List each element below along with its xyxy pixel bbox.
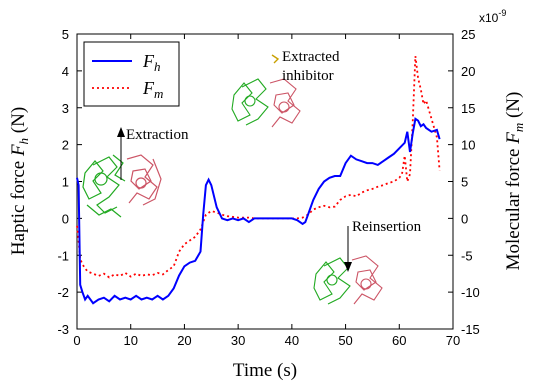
x-tick-label: 0 <box>73 333 80 348</box>
x-tick-label: 10 <box>123 333 137 348</box>
y-right-tick-label: 10 <box>461 138 475 153</box>
right-axis-multiplier: x10-9 <box>479 8 506 25</box>
series-line-fm <box>76 55 441 279</box>
y-right-tick-label: 20 <box>461 64 475 79</box>
reinsertion-arrow-head <box>344 262 352 272</box>
legend-label-fh: Fh <box>142 51 161 74</box>
x-tick-label: 40 <box>285 333 299 348</box>
y-left-tick-label: -1 <box>57 248 69 263</box>
extraction-arrow-head <box>117 127 125 137</box>
y-right-tick-label: -15 <box>461 322 480 337</box>
annotation-extracted-line1: Extracted <box>282 49 340 65</box>
y-right-tick-label: -5 <box>461 248 473 263</box>
y-right-tick-label: 15 <box>461 101 475 116</box>
x-tick-label: 60 <box>392 333 406 348</box>
legend-box <box>83 41 180 107</box>
molecule-image-left <box>82 154 162 218</box>
y-left-tick-label: -3 <box>57 322 69 337</box>
legend: Fh Fm <box>83 41 180 107</box>
x-tick-label: 70 <box>446 333 460 348</box>
annotation-extraction: Extraction <box>126 127 189 143</box>
y-left-tick-label: 2 <box>62 138 69 153</box>
legend-label-fm: Fm <box>142 78 163 101</box>
y-right-tick-label: 0 <box>461 211 468 226</box>
annotation-extracted-line2: inhibitor <box>282 68 334 84</box>
y-left-tick-label: 1 <box>62 175 69 190</box>
y-right-axis-title: Molecular force Fm (N) <box>503 92 526 271</box>
y-left-tick-label: 5 <box>62 27 69 42</box>
x-tick-label: 20 <box>177 333 191 348</box>
y-left-tick-label: 3 <box>62 101 69 116</box>
x-tick-label: 50 <box>338 333 352 348</box>
molecule-image-top <box>231 54 301 128</box>
x-axis-title: Time (s) <box>233 360 297 381</box>
molecule-image-bottom <box>313 255 383 305</box>
y-right-tick-label: 5 <box>461 175 468 190</box>
x-tick-label: 30 <box>231 333 245 348</box>
annotation-reinsertion: Reinsertion <box>352 219 422 235</box>
y-left-tick-label: -2 <box>57 285 69 300</box>
y-right-tick-label: 25 <box>461 27 475 42</box>
y-left-axis-title: Haptic force Fh (N) <box>8 107 31 255</box>
y-left-tick-label: 0 <box>62 211 69 226</box>
ticks-layer: 0 10 20 30 40 50 60 70-3-2-1012345-15-10-505101… <box>57 27 479 348</box>
series-line-fh <box>76 117 441 305</box>
y-right-tick-label: -10 <box>461 285 480 300</box>
y-left-tick-label: 4 <box>62 64 69 79</box>
